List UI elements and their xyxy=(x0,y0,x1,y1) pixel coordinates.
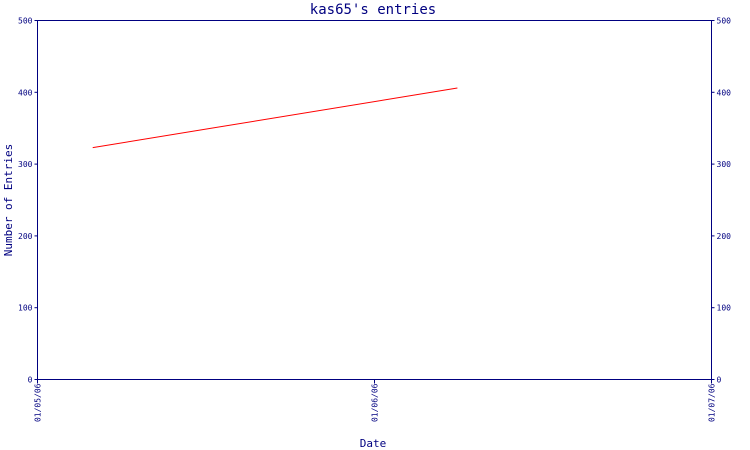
y-tick-label-left: 200 xyxy=(18,232,33,241)
y-tick-label-right: 300 xyxy=(717,160,732,169)
y-axis-right: 0 100 200 300 400 500 xyxy=(711,17,732,385)
y-axis-label: Number of Entries xyxy=(2,144,15,257)
series-layer xyxy=(92,87,458,149)
y-tick-label-right: 100 xyxy=(717,304,732,313)
x-axis-label: Date xyxy=(360,437,387,450)
y-tick-label-left: 500 xyxy=(18,17,33,26)
y-tick-label-left: 0 xyxy=(28,376,33,385)
plot-area-frame xyxy=(37,20,712,380)
y-tick-label-left: 400 xyxy=(18,88,33,97)
y-tick-label-left: 300 xyxy=(18,160,33,169)
series-line xyxy=(92,87,458,149)
y-tick-label-left: 100 xyxy=(18,304,33,313)
y-tick-label-right: 0 xyxy=(717,376,722,385)
x-axis: 01/05/06 01/06/06 01/07/06 xyxy=(34,379,717,422)
x-tick-label: 01/06/06 xyxy=(371,383,380,422)
y-axis-left: 0 100 200 300 400 500 xyxy=(18,17,38,385)
x-tick-label: 01/05/06 xyxy=(34,383,43,422)
chart-title: kas65's entries xyxy=(310,2,436,18)
x-tick-label: 01/07/06 xyxy=(708,383,717,422)
y-tick-label-right: 200 xyxy=(717,232,732,241)
y-tick-label-right: 500 xyxy=(717,17,732,26)
y-tick-label-right: 400 xyxy=(717,88,732,97)
